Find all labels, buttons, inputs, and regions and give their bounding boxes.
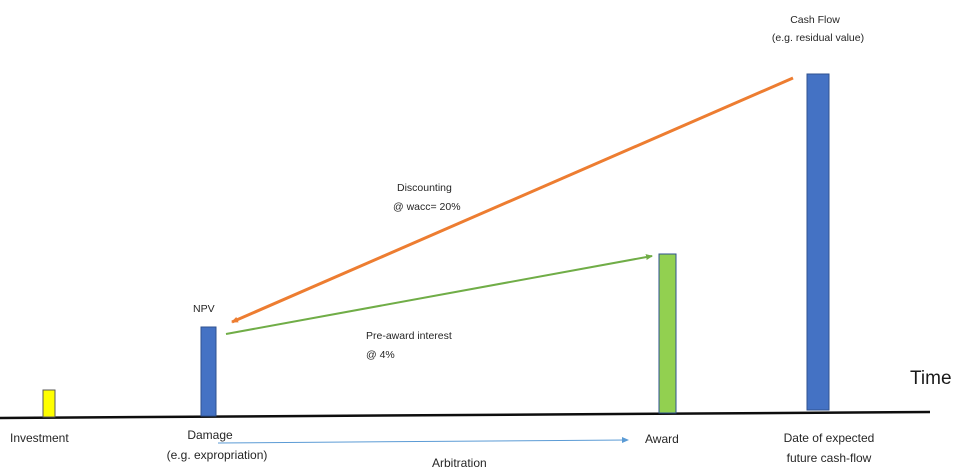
time-axis-label: Time xyxy=(910,368,952,389)
damage-label: Damage xyxy=(187,428,233,442)
award-bar xyxy=(658,253,677,414)
arbitration-arrow xyxy=(217,437,629,444)
cash-flow-subtitle: (e.g. residual value) xyxy=(772,32,864,44)
investment-bar xyxy=(42,389,56,418)
award-label: Award xyxy=(645,432,679,446)
pre-award-rate-label: @ 4% xyxy=(366,349,395,361)
investment-label: Investment xyxy=(10,431,69,445)
cash-flow-label: Cash Flow xyxy=(790,14,840,26)
date-expected-label: Date of expected xyxy=(784,431,875,445)
pre-award-interest-label: Pre-award interest xyxy=(366,330,452,342)
npv-label: NPV xyxy=(193,303,215,315)
damage-subtitle: (e.g. expropriation) xyxy=(167,448,268,462)
discounting-arrow xyxy=(231,76,794,324)
arbitration-label: Arbitration xyxy=(432,456,487,470)
time-axis-line xyxy=(0,410,931,420)
pre-award-interest-arrow xyxy=(225,254,653,335)
discounting-rate-label: @ wacc= 20% xyxy=(393,201,461,213)
npv-bar xyxy=(200,326,217,417)
future-cash-flow-label: future cash-flow xyxy=(787,451,872,465)
discounting-label: Discounting xyxy=(397,182,452,194)
future-cash-flow-bar xyxy=(806,73,830,411)
